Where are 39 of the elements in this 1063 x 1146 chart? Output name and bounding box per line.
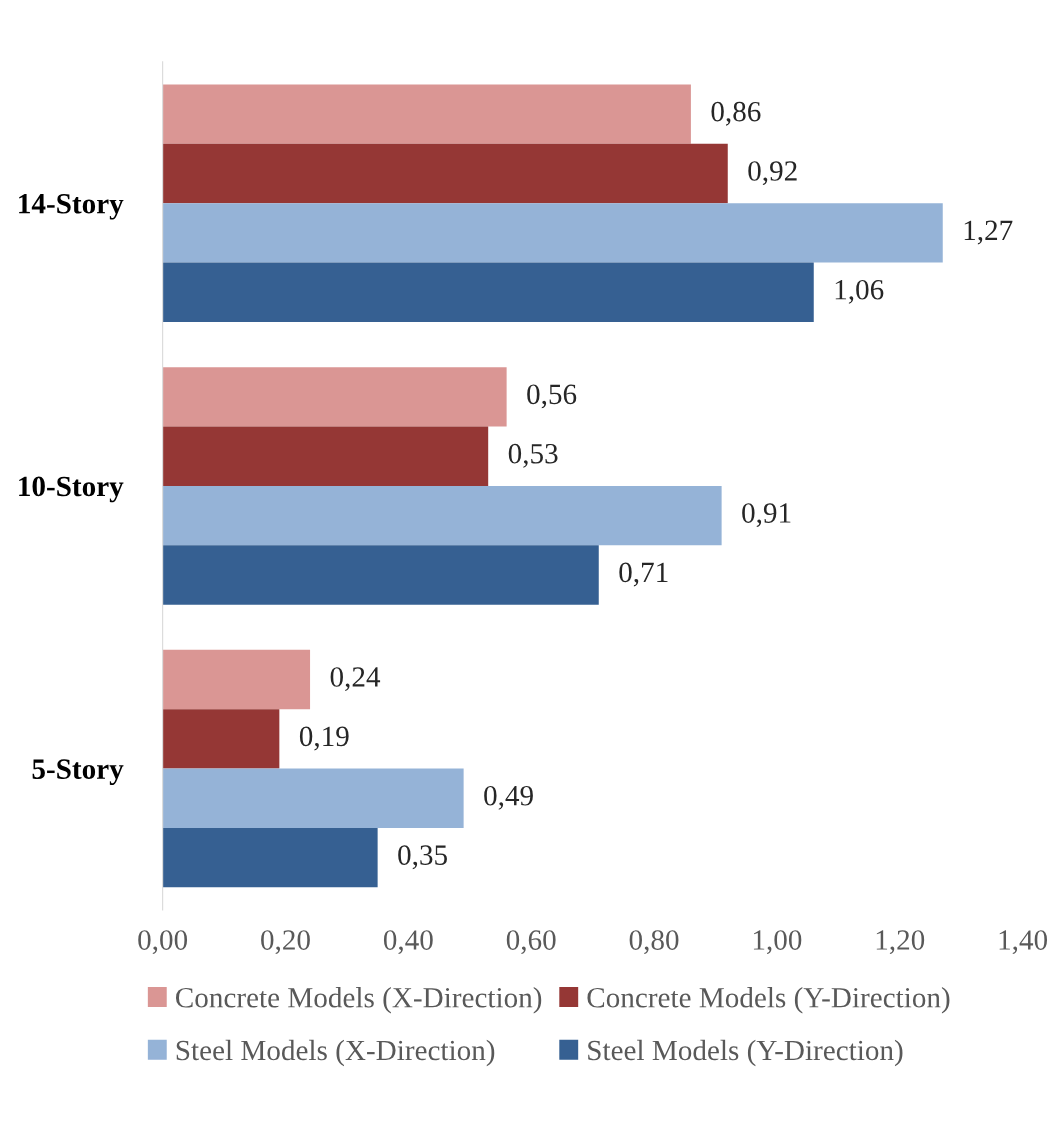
x-tick-label: 0,80 [629, 930, 679, 955]
legend-label: Steel Models (Y-Direction) [588, 1039, 903, 1067]
data-label: 0,53 [508, 443, 558, 468]
x-tick-label: 0,60 [506, 930, 556, 955]
legend-label: Concrete Models (X-Direction) [175, 987, 542, 1014]
x-tick-label: 0,20 [261, 930, 310, 955]
x-tick-label: 0,00 [138, 930, 188, 955]
legend-label: Concrete Models (Y-Direction) [587, 987, 950, 1014]
data-label: 0,49 [484, 785, 533, 810]
y-tick-label: 14-Story [19, 193, 124, 220]
x-tick-label: 0,40 [383, 930, 433, 955]
data-label: 0,91 [742, 503, 791, 528]
bar [162, 203, 943, 263]
bar [162, 545, 599, 605]
data-label: 0,56 [527, 384, 577, 409]
bar [162, 84, 691, 144]
x-tick-label: 1,20 [876, 930, 925, 955]
data-label: 0,24 [330, 667, 381, 692]
data-label: 0,86 [711, 101, 761, 126]
bar [162, 143, 728, 204]
bar [162, 485, 722, 546]
data-label: 0,71 [619, 562, 668, 587]
bar [162, 262, 814, 322]
bar [162, 649, 311, 710]
bar [162, 426, 489, 486]
data-label: 0,35 [398, 845, 447, 870]
data-label: 0,92 [748, 161, 797, 186]
data-label: 1,06 [835, 279, 884, 304]
bar [162, 827, 378, 888]
x-tick-label: 1,00 [753, 930, 802, 955]
legend-label: Steel Models (X-Direction) [176, 1039, 495, 1067]
y-tick-label: 10-Story [19, 476, 124, 503]
y-tick-label: 5-Story [32, 759, 124, 785]
x-tick-label: 1,40 [999, 930, 1048, 955]
data-label: 0,19 [299, 726, 349, 751]
data-label: 1,27 [964, 220, 1013, 245]
bar [162, 709, 280, 769]
bar [162, 367, 507, 427]
bar [162, 768, 464, 828]
